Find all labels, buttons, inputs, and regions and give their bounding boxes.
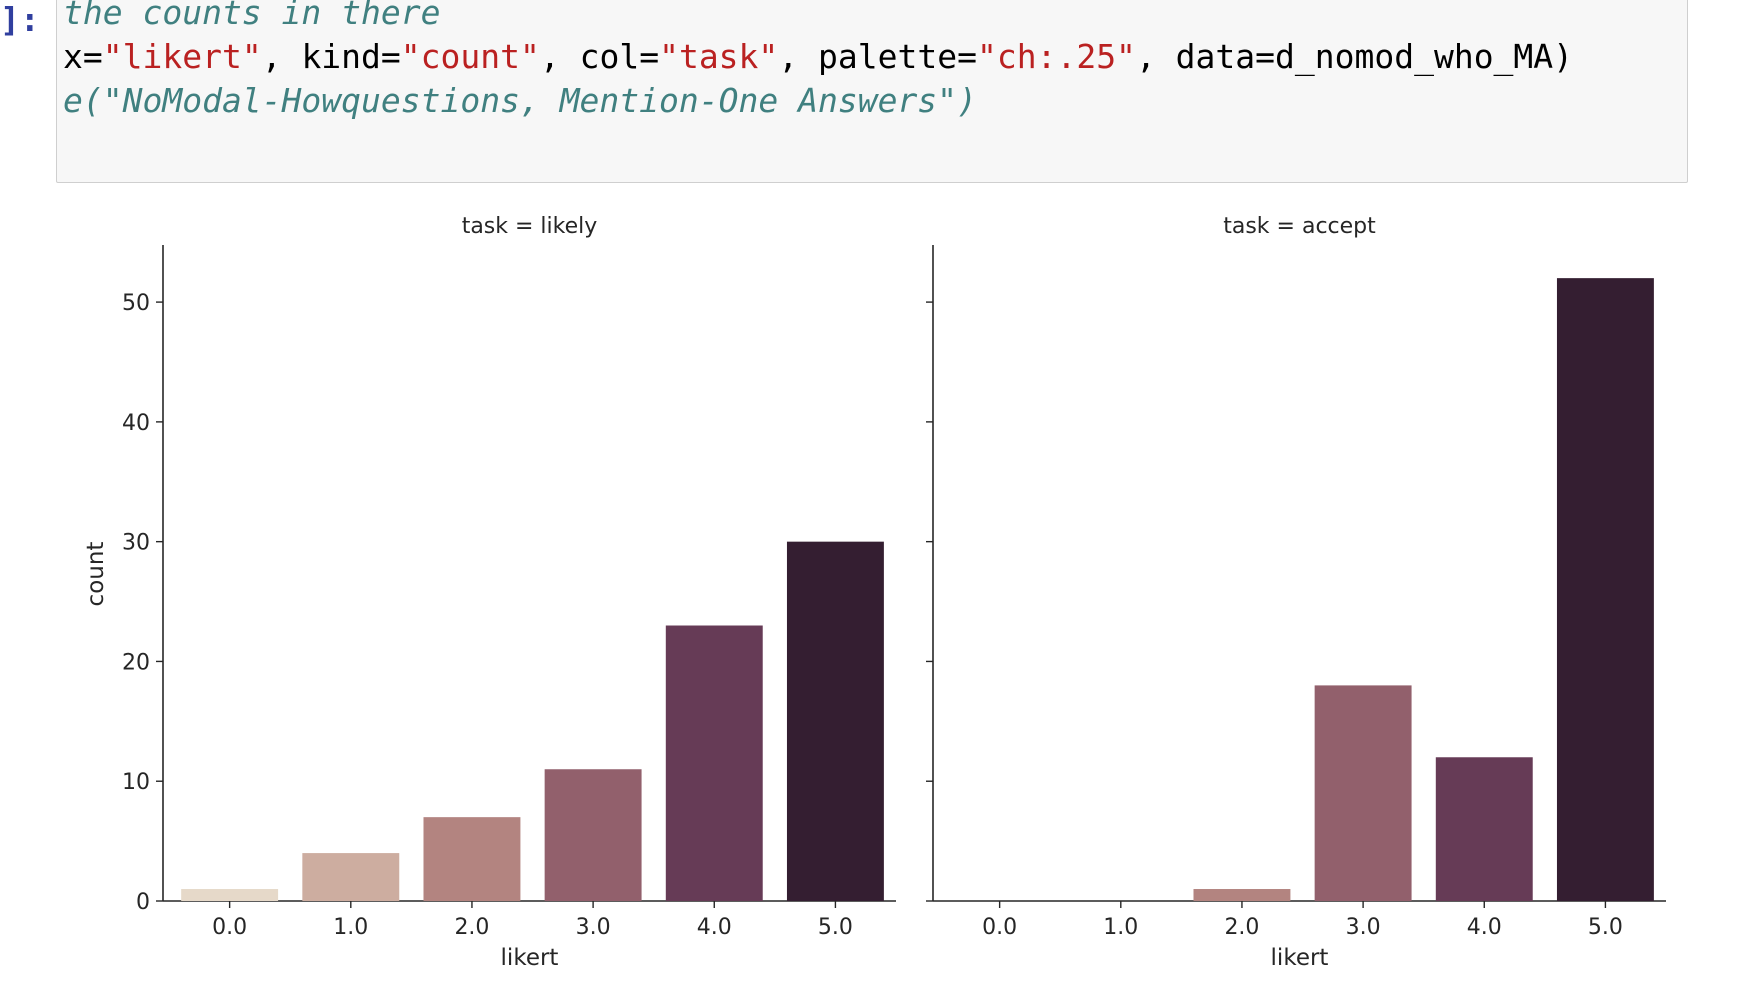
code-line-3: e("NoModal-Howquestions, Mention-One Ans…	[63, 79, 1573, 123]
code-line-2: x="likert", kind="count", col="task", pa…	[63, 35, 1573, 79]
x-tick-label: 2.0	[454, 915, 489, 940]
x-tick-label: 5.0	[1588, 915, 1623, 940]
code-token: , data=d_nomod_who_MA)	[1135, 37, 1574, 76]
bar	[302, 853, 400, 901]
facet-grid-chart: task = likely 0 10 20 30 40 50 0.0 1.0 2.0 3.0 4.0 5…	[83, 214, 1666, 971]
x-tick-label: 0.0	[982, 915, 1017, 940]
x-tick-label: 1.0	[1103, 915, 1138, 940]
x-axis-label: likert	[1271, 945, 1329, 971]
bar	[786, 541, 884, 901]
code-block: the counts in there x="likert", kind="cou…	[63, 0, 1573, 123]
x-tick-label: 0.0	[212, 915, 247, 940]
x-tick-label: 1.0	[333, 915, 368, 940]
y-tick-label: 10	[122, 770, 150, 795]
x-tick-label: 3.0	[1346, 915, 1381, 940]
y-tick-label: 50	[122, 291, 150, 316]
x-axis-label: likert	[501, 945, 559, 971]
code-token: , kind=	[261, 37, 401, 76]
x-tick-label: 5.0	[818, 915, 853, 940]
code-comment: e("NoModal-Howquestions, Mention-One Ans…	[63, 81, 977, 120]
x-tick-label: 2.0	[1224, 915, 1259, 940]
bar	[181, 889, 279, 901]
y-tick-label: 0	[136, 890, 150, 915]
bar	[544, 769, 642, 901]
code-token: x=	[63, 37, 103, 76]
bar	[423, 817, 521, 901]
code-comment: the counts in there	[63, 0, 441, 32]
cell-output: task = likely 0 10 20 30 40 50 0.0 1.0 2.0 3.0 4.0 5…	[0, 200, 1748, 984]
bar	[665, 625, 763, 901]
code-line-1: the counts in there	[63, 0, 1573, 35]
cell-prompt: ]:	[0, 0, 40, 39]
bar	[1435, 757, 1533, 901]
code-string: "likert"	[102, 37, 262, 76]
x-tick-label: 3.0	[576, 915, 611, 940]
y-axis-label: count	[83, 542, 109, 607]
code-token: , palette=	[778, 37, 977, 76]
x-tick-label: 4.0	[697, 915, 732, 940]
bar	[1556, 278, 1654, 902]
y-tick-label: 20	[122, 650, 150, 675]
code-string: "ch:.25"	[976, 37, 1136, 76]
x-tick-label: 4.0	[1467, 915, 1502, 940]
panel-title: task = accept	[1223, 214, 1376, 239]
panel-title: task = likely	[462, 214, 598, 239]
bar	[1193, 889, 1291, 901]
bar	[1314, 685, 1412, 901]
code-string: "count"	[400, 37, 540, 76]
y-tick-label: 30	[122, 531, 150, 556]
code-token: , col=	[539, 37, 660, 76]
y-tick-label: 40	[122, 411, 150, 436]
code-cell-input[interactable]: the counts in there x="likert", kind="cou…	[56, 0, 1688, 183]
code-string: "task"	[659, 37, 779, 76]
